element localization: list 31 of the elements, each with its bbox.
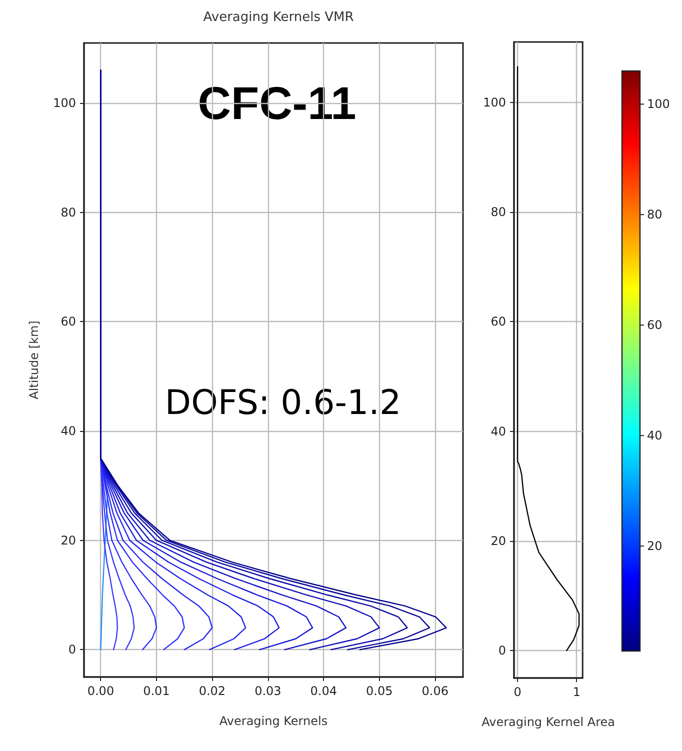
x-tick-label: 0.00 xyxy=(87,684,114,698)
color-bar-label: 100 xyxy=(647,97,670,112)
x-axis-title: Averaging Kernel Area xyxy=(482,715,616,729)
y-tick-label: 40 xyxy=(60,424,76,438)
color-bar-label: 40 xyxy=(647,428,662,443)
x-tick-label: 0.01 xyxy=(143,684,170,698)
x-tick-label: 0.04 xyxy=(310,684,338,698)
annotation: DOFS: 0.6-1.2 xyxy=(164,383,402,423)
y-tick-label: 0 xyxy=(68,642,76,657)
x-tick-label: 0.06 xyxy=(422,684,448,698)
y-axis-title: Altitude [km] xyxy=(27,320,41,400)
y-tick-label: 0 xyxy=(498,644,506,658)
x-axis-title: Averaging Kernels xyxy=(219,714,328,728)
y-tick-label: 60 xyxy=(490,314,506,329)
color-bar-label: 80 xyxy=(647,208,662,222)
x-tick-label: 0.02 xyxy=(198,684,226,698)
y-tick-label: 60 xyxy=(60,314,76,329)
x-tick-label: 0 xyxy=(514,685,522,699)
y-tick-label: 20 xyxy=(490,534,506,548)
y-tick-label: 40 xyxy=(490,424,506,438)
chart-title: Averaging Kernels VMR xyxy=(203,10,354,25)
y-tick-label: 80 xyxy=(60,205,76,220)
y-tick-label: 80 xyxy=(490,204,506,219)
x-tick-label: 1 xyxy=(572,685,581,699)
color-bar-label: 60 xyxy=(647,318,662,332)
x-tick-label: 0.03 xyxy=(254,684,282,698)
y-tick-label: 100 xyxy=(53,96,76,110)
x-tick-label: 0.05 xyxy=(366,684,393,698)
y-tick-label: 100 xyxy=(483,95,506,110)
y-tick-label: 20 xyxy=(60,533,76,548)
color-bar-label: 20 xyxy=(647,539,662,554)
